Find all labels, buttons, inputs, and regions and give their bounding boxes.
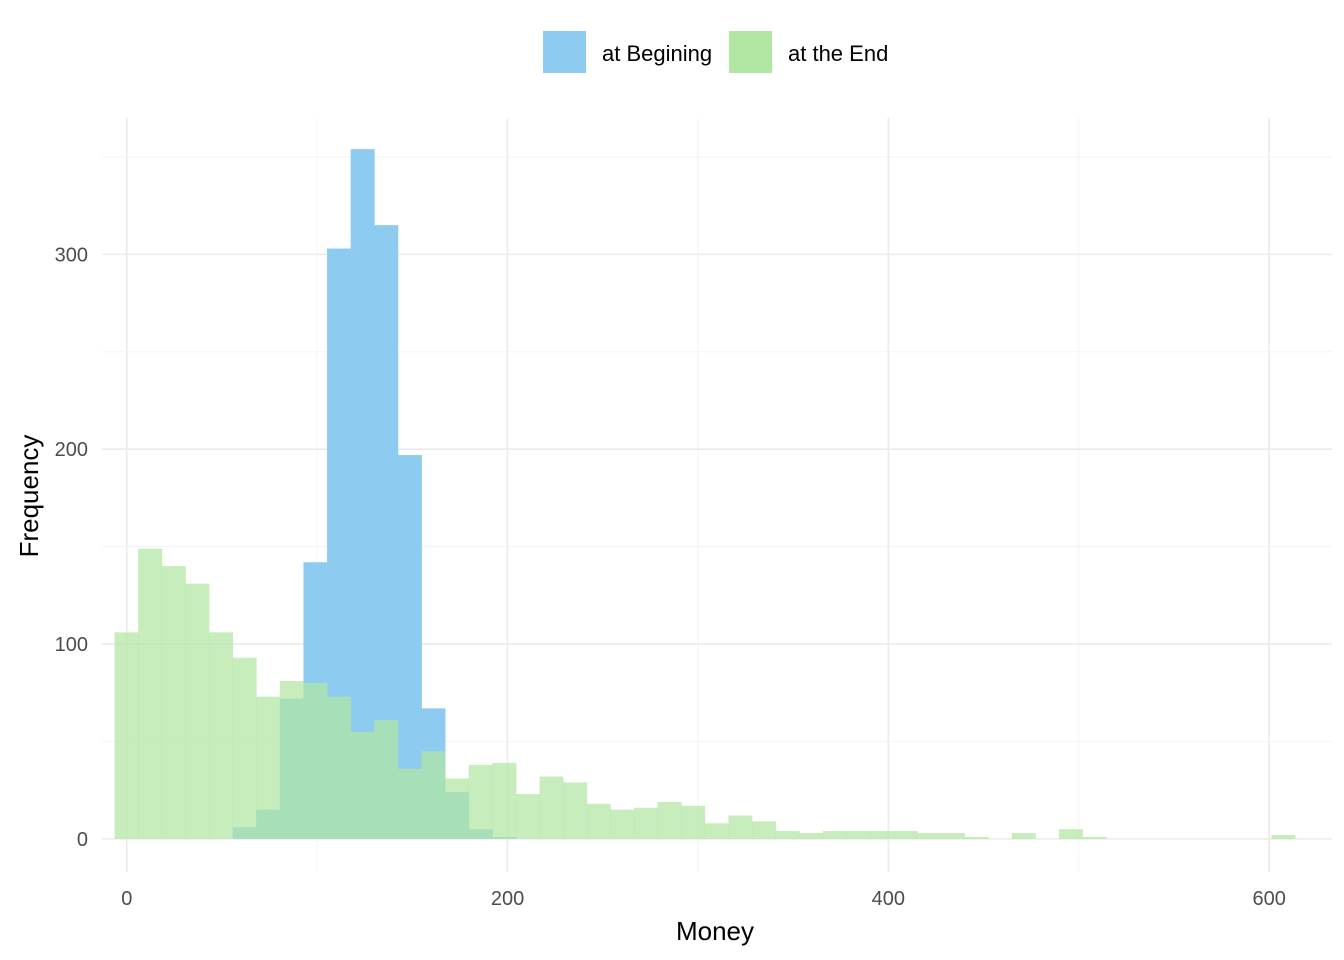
legend-label: at the End <box>788 41 888 66</box>
legend-label: at Begining <box>602 41 712 66</box>
x-tick-label: 400 <box>872 888 905 910</box>
histogram-bar <box>327 696 352 839</box>
histogram-bar <box>775 831 800 839</box>
histogram-bar <box>492 762 517 839</box>
histogram-bar <box>350 731 375 839</box>
series-at-the-end <box>114 548 1296 839</box>
histogram-bar <box>397 768 422 839</box>
histogram-bar <box>893 831 918 839</box>
histogram-bar <box>752 821 777 839</box>
y-axis-title: Frequency <box>14 435 44 558</box>
y-tick-label: 300 <box>55 244 88 266</box>
histogram-bar <box>539 776 564 839</box>
histogram-bar <box>822 831 847 839</box>
histogram-bar <box>468 764 493 839</box>
histogram-bar <box>279 681 304 839</box>
histogram-bar <box>209 632 234 839</box>
histogram-bar <box>1058 829 1083 839</box>
histogram-bar <box>1082 836 1107 839</box>
x-tick-label: 600 <box>1252 888 1285 910</box>
y-axis-ticks: 0 100 200 300 <box>55 244 88 850</box>
histogram-bar <box>846 831 871 839</box>
histogram-bar <box>445 778 470 839</box>
histogram-bar <box>1271 834 1296 839</box>
histogram-bar <box>681 805 706 839</box>
legend-swatch <box>729 31 772 73</box>
histogram-bar <box>114 632 139 839</box>
histogram-bar <box>161 566 186 839</box>
y-tick-label: 100 <box>55 634 88 656</box>
histogram-bar <box>870 831 895 839</box>
grid-lines <box>102 118 1332 872</box>
histogram-bar <box>799 833 824 839</box>
y-tick-label: 200 <box>55 439 88 461</box>
histogram-bar <box>1011 833 1036 839</box>
histogram-bar <box>657 801 682 839</box>
histogram-bar <box>374 720 399 839</box>
histogram-bar <box>256 696 281 839</box>
x-axis-ticks: 0 200 400 600 <box>121 888 1286 910</box>
histogram-bar <box>232 657 257 839</box>
histogram-bar <box>940 833 965 839</box>
histogram-bar <box>633 807 658 839</box>
histogram-bar <box>586 803 611 839</box>
x-axis-title: Money <box>676 916 754 946</box>
histogram-bar <box>421 751 446 839</box>
histogram-bar <box>704 823 729 839</box>
legend-swatch <box>543 31 586 73</box>
histogram-bar <box>610 809 635 839</box>
histogram-bar <box>303 683 328 839</box>
histogram-bar <box>138 548 163 839</box>
histogram-bar <box>964 836 989 839</box>
x-tick-label: 200 <box>491 888 524 910</box>
histogram-bar <box>728 815 753 839</box>
histogram-bar <box>917 833 942 839</box>
histogram-bar <box>563 782 588 839</box>
histogram-bar <box>515 794 540 839</box>
x-tick-label: 0 <box>121 888 132 910</box>
y-tick-label: 0 <box>77 829 88 851</box>
histogram-bar <box>185 583 210 839</box>
legend: at Begining at the End <box>543 31 888 73</box>
histogram-bar <box>350 149 375 839</box>
histogram-bars <box>114 149 1296 839</box>
